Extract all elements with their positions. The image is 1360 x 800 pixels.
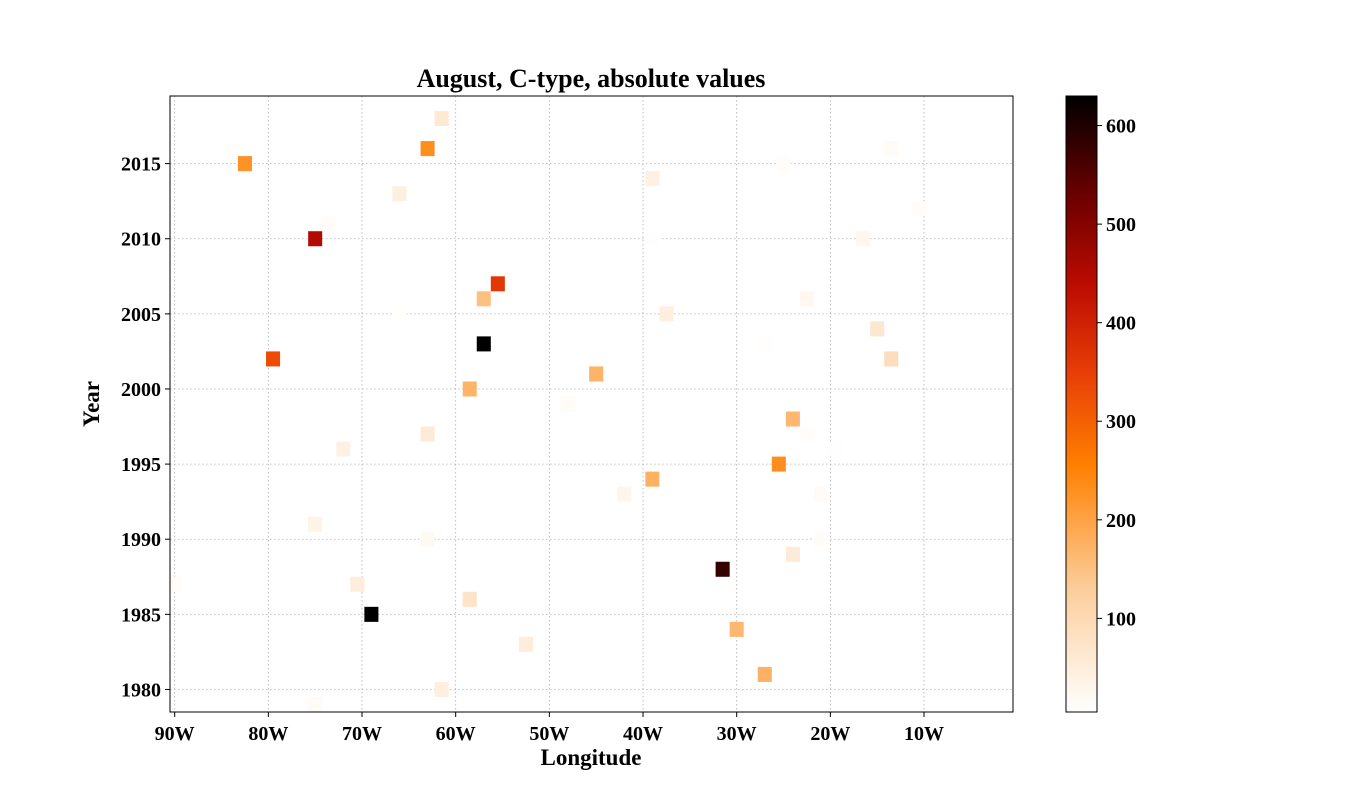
y-tick-label: 2000 bbox=[121, 379, 161, 401]
heatmap-cell bbox=[870, 321, 885, 337]
heatmap-cell bbox=[645, 231, 660, 247]
heatmap-cell bbox=[561, 396, 576, 412]
heatmap-cell bbox=[785, 546, 800, 562]
x-tick-label: 20W bbox=[810, 723, 850, 745]
heatmap-cell bbox=[462, 591, 477, 607]
heatmap-cell bbox=[476, 336, 491, 352]
heatmap-cell bbox=[799, 291, 814, 307]
heatmap-cell bbox=[729, 621, 744, 637]
colorbar-tick-label: 400 bbox=[1106, 313, 1136, 335]
y-axis: 1980 1985 1990 1995 2000 2005 2010 2015 bbox=[121, 154, 170, 701]
y-axis-label: Year bbox=[79, 381, 104, 427]
heatmap-cell bbox=[490, 276, 505, 292]
y-tick-label: 1980 bbox=[121, 679, 161, 701]
x-tick-label: 10W bbox=[904, 723, 944, 745]
colorbar-tick-label: 100 bbox=[1106, 608, 1136, 630]
heatmap-cell bbox=[715, 561, 730, 577]
heatmap-cell bbox=[884, 351, 899, 367]
heatmap-cell bbox=[308, 516, 323, 532]
heatmap-cell bbox=[308, 231, 323, 247]
heatmap-cell bbox=[420, 141, 435, 157]
heatmap-cell bbox=[167, 576, 182, 592]
heatmap-cell bbox=[266, 351, 281, 367]
heatmap-cell bbox=[757, 336, 772, 352]
y-tick-label: 1995 bbox=[121, 454, 161, 476]
heatmap-cell bbox=[645, 471, 660, 487]
data-cells bbox=[167, 111, 927, 712]
chart-title: August, C-type, absolute values bbox=[417, 64, 766, 93]
x-axis-label: Longitude bbox=[541, 745, 642, 770]
y-tick-label: 1985 bbox=[121, 604, 161, 626]
heatmap-cell bbox=[813, 486, 829, 502]
heatmap-cell bbox=[420, 426, 435, 442]
heatmap-cell bbox=[828, 441, 843, 457]
heatmap-cell bbox=[659, 306, 674, 322]
heatmap-cell bbox=[617, 486, 632, 502]
y-tick-label: 1990 bbox=[121, 529, 161, 551]
x-tick-label: 30W bbox=[717, 723, 757, 745]
heatmap-cell bbox=[799, 426, 814, 442]
grid-lines bbox=[170, 96, 1013, 712]
colorbar bbox=[1065, 95, 1098, 713]
colorbar-tick-label: 200 bbox=[1106, 510, 1136, 532]
x-tick-label: 60W bbox=[436, 723, 476, 745]
y-tick-label: 2005 bbox=[121, 304, 161, 326]
heatmap-cell bbox=[645, 171, 660, 187]
x-tick-label: 70W bbox=[342, 723, 382, 745]
x-tick-label: 90W bbox=[155, 723, 195, 745]
heatmap-cell bbox=[589, 366, 604, 382]
heatmap-cell bbox=[771, 456, 786, 472]
heatmap-cell bbox=[912, 201, 927, 217]
heatmap-cell bbox=[757, 666, 772, 682]
plot-area bbox=[169, 95, 1014, 713]
heatmap-cell bbox=[322, 216, 337, 232]
x-tick-label: 80W bbox=[248, 723, 288, 745]
heatmap-cell bbox=[434, 681, 449, 697]
heatmap-cell bbox=[336, 441, 351, 457]
heatmap-cell bbox=[856, 231, 871, 247]
heatmap-cell bbox=[434, 111, 449, 127]
x-tick-label: 50W bbox=[529, 723, 569, 745]
heatmap-cell bbox=[392, 186, 407, 202]
heatmap-cell bbox=[237, 156, 252, 172]
heatmap-cell bbox=[518, 636, 533, 652]
colorbar-tick-label: 600 bbox=[1106, 116, 1136, 138]
heatmap-cell bbox=[420, 531, 435, 547]
colorbar-ticks: 100 200 300 400 500 600 bbox=[1097, 116, 1136, 630]
y-tick-label: 2010 bbox=[121, 229, 161, 251]
x-axis: 90W 80W 70W 60W 50W 40W 30W 20W 10W bbox=[155, 712, 944, 745]
heatmap-cell bbox=[776, 156, 791, 172]
heatmap-cell bbox=[813, 531, 829, 547]
heatmap-cell bbox=[350, 576, 365, 592]
heatmap-cell bbox=[392, 306, 407, 322]
colorbar-tick-label: 500 bbox=[1106, 214, 1136, 236]
heatmap-cell bbox=[308, 696, 323, 712]
colorbar-tick-label: 300 bbox=[1106, 411, 1136, 433]
heatmap-cell bbox=[884, 141, 899, 157]
heatmap-cell bbox=[785, 411, 800, 427]
heatmap-cell bbox=[364, 606, 379, 622]
heatmap-cell bbox=[476, 291, 491, 307]
y-tick-label: 2015 bbox=[121, 154, 161, 176]
heatmap-cell bbox=[462, 381, 477, 397]
x-tick-label: 40W bbox=[623, 723, 663, 745]
